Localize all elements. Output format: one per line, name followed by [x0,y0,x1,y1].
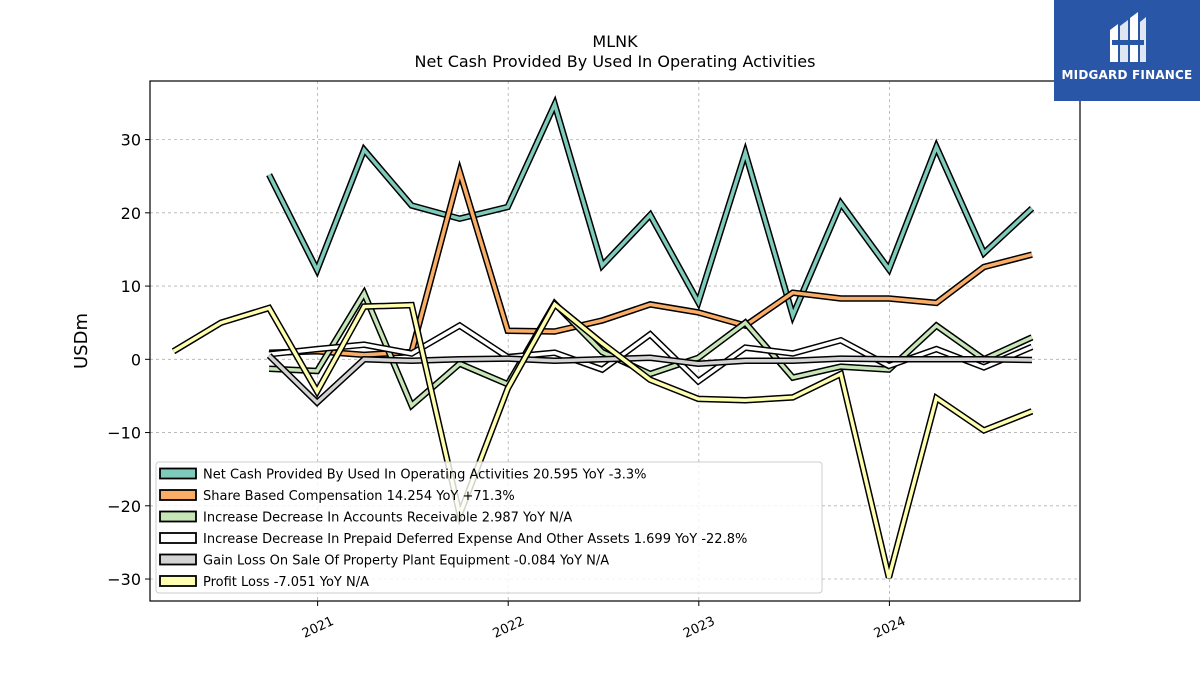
x-tick-label: 2024 [872,614,908,642]
series-line [269,289,1033,409]
legend-swatch [159,467,197,480]
x-tick-label: 2023 [681,614,717,642]
y-tick-label: −10 [107,424,141,443]
legend-label: Net Cash Provided By Used In Operating A… [203,468,646,483]
chart-subtitle: Net Cash Provided By Used In Operating A… [414,52,816,71]
legend-swatch [159,489,197,501]
y-axis-label: USDm [71,313,92,369]
plot-frame [149,80,1081,602]
legend-label: Profit Loss -7.051 YoY N/A [203,575,369,590]
series-line [267,99,1034,321]
x-tick-label: 2021 [300,614,336,642]
series-line [267,354,1033,405]
chart-title: MLNK [592,32,638,51]
brand-logo: MIDGARD FINANCE [1054,0,1200,101]
y-tick-label: 30 [121,131,141,150]
legend-label: Increase Decrease In Accounts Receivable… [203,511,572,526]
y-tick-label: 0 [131,350,141,369]
series-line-outline [266,95,1035,326]
y-tick-label: 20 [121,204,141,223]
legend-label: Share Based Compensation 14.254 YoY +71.… [203,489,515,504]
series-layer [171,95,1035,579]
legend-swatch [159,553,197,566]
legend-swatch [159,510,197,523]
midgard-logo-icon [1110,12,1146,62]
x-tick-label: 2022 [491,614,527,642]
legend-box [155,461,823,594]
legend-swatch [159,532,197,544]
series-line [172,301,1033,579]
y-tick-label: 10 [121,277,141,296]
brand-name: MIDGARD FINANCE [1061,68,1193,82]
legend-label: Increase Decrease In Prepaid Deferred Ex… [203,532,747,547]
legend-swatch [159,575,197,587]
y-tick-label: −30 [107,570,141,589]
y-tick-label: −20 [107,497,141,516]
legend: Net Cash Provided By Used In Operating A… [155,461,823,594]
legend-label: Gain Loss On Sale Of Property Plant Equi… [203,554,609,569]
